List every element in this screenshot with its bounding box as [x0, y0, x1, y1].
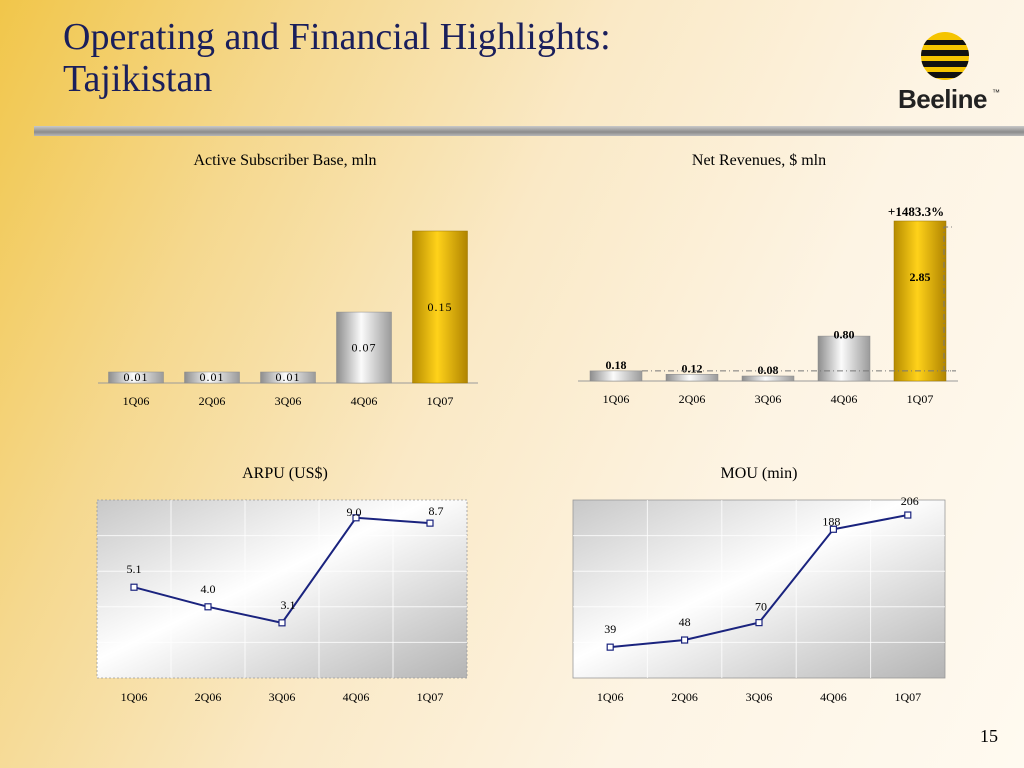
header-divider	[34, 126, 1024, 136]
data-label: 3.1	[281, 598, 296, 612]
data-label: 206	[901, 494, 919, 508]
tick-label: 1Q07	[907, 392, 934, 406]
tick-label: 2Q06	[671, 690, 698, 704]
data-label: 0.01	[276, 370, 301, 384]
data-label: 4.0	[201, 582, 216, 596]
data-label: 5.1	[127, 562, 142, 576]
plot-area	[96, 499, 468, 679]
data-point	[829, 525, 837, 533]
tick-label: 1Q07	[894, 690, 921, 704]
revenue-bar-chart: 1Q06 2Q06 3Q06 4Q06 1Q07 0.18 0.12 0.08 0.80 2.85…	[578, 204, 958, 406]
data-label: 0.80	[834, 328, 855, 342]
data-label: 9.0	[347, 505, 362, 519]
data-point	[130, 583, 138, 591]
bar-1Q07	[412, 230, 468, 384]
bar-1Q07	[893, 220, 947, 382]
tick-label: 1Q07	[427, 394, 454, 408]
bar-1Q06	[589, 370, 643, 382]
data-label: 8.7	[429, 504, 444, 518]
data-label: 0.08	[758, 363, 779, 377]
tick-label: 3Q06	[275, 394, 302, 408]
tick-label: 3Q06	[755, 392, 782, 406]
page-number: 15	[980, 726, 998, 746]
data-label: 0.18	[606, 358, 627, 372]
tick-label: 4Q06	[343, 690, 370, 704]
tick-label: 3Q06	[269, 690, 296, 704]
arpu-chart-title: ARPU (US$)	[242, 465, 328, 482]
tick-label: 2Q06	[679, 392, 706, 406]
data-label: 0.01	[124, 370, 149, 384]
data-label: 39	[604, 622, 616, 636]
beeline-logo: Beeline ™	[898, 30, 1008, 116]
data-point	[426, 519, 434, 527]
tick-label: 4Q06	[820, 690, 847, 704]
plot-area	[572, 499, 946, 679]
growth-annotation: +1483.3%	[888, 204, 944, 219]
mou-line-chart: 39 1Q06 48 2Q06 70 3Q06 188 4Q06 206 1Q07	[572, 494, 946, 704]
tick-label: 3Q06	[746, 690, 773, 704]
data-label: 70	[755, 600, 767, 614]
bar-4Q06	[817, 335, 871, 382]
data-point	[278, 619, 286, 627]
arpu-line-chart: 5.1 1Q06 4.0 2Q06 3.1 3Q06 9.0 4Q06 8.7 1Q07	[96, 499, 468, 704]
data-point	[204, 603, 212, 611]
bar-2Q06	[184, 371, 240, 384]
data-point	[606, 643, 614, 651]
logo-wordmark: Beeline	[898, 84, 988, 114]
data-label: 2.85	[910, 270, 931, 284]
revenue-chart-title: Net Revenues, $ mln	[691, 152, 827, 169]
data-label: 0.01	[200, 370, 225, 384]
page-title: Operating and Financial Highlights: Taji…	[63, 16, 611, 100]
subscriber-chart-title: Active Subscriber Base, mln	[193, 152, 377, 169]
bar-3Q06	[260, 371, 316, 384]
tick-label: 1Q06	[597, 690, 624, 704]
bee-stripes-icon	[921, 32, 969, 80]
data-point	[904, 511, 912, 519]
tick-label: 4Q06	[351, 394, 378, 408]
data-label: 0.15	[428, 300, 453, 314]
tick-label: 1Q06	[123, 394, 150, 408]
bar-4Q06	[336, 311, 392, 384]
data-label: 188	[822, 514, 840, 528]
tick-label: 1Q07	[417, 690, 444, 704]
data-point	[680, 636, 689, 644]
tick-label: 1Q06	[121, 690, 148, 704]
data-label: 0.07	[352, 341, 377, 355]
subscriber-bar-chart: 1Q06 2Q06 3Q06 4Q06 1Q07 0.01 0.01 0.01 0.07 0.15	[98, 230, 478, 408]
bar-3Q06	[741, 375, 795, 382]
data-label: 0.12	[682, 361, 703, 375]
data-point	[755, 619, 763, 627]
bar-1Q06	[108, 371, 164, 384]
mou-chart-title: MOU (min)	[720, 465, 798, 482]
bar-2Q06	[665, 374, 719, 382]
tick-label: 1Q06	[603, 392, 630, 406]
tick-label: 2Q06	[195, 690, 222, 704]
logo-trademark: ™	[992, 88, 1000, 97]
growth-bracket	[642, 226, 956, 372]
data-label: 48	[679, 615, 691, 629]
data-point	[352, 514, 360, 522]
tick-label: 2Q06	[199, 394, 226, 408]
tick-label: 4Q06	[831, 392, 858, 406]
